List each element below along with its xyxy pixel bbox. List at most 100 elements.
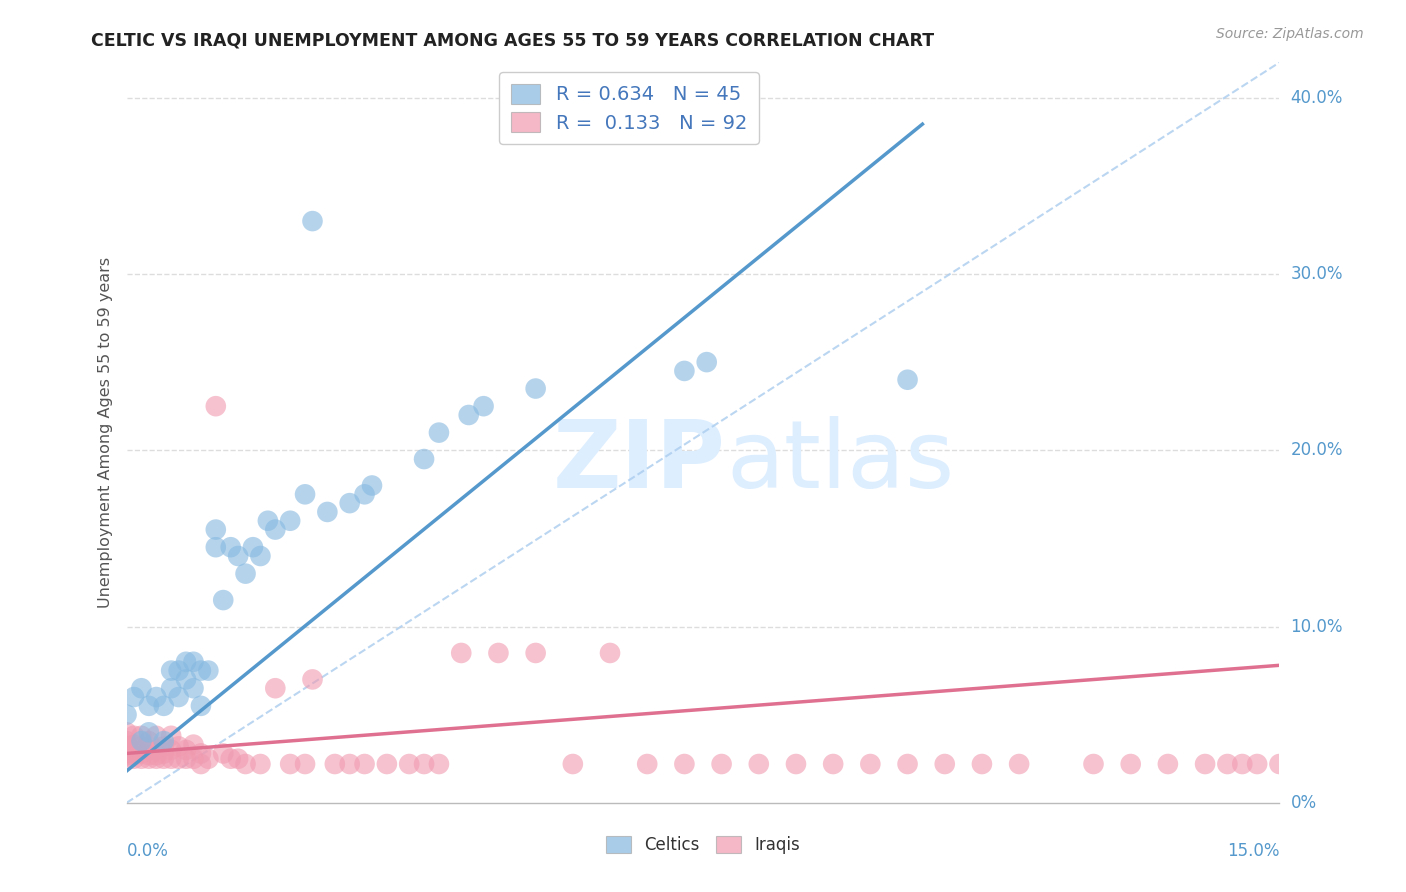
Point xyxy=(122,743,145,757)
Point xyxy=(152,752,174,766)
Point xyxy=(115,752,138,766)
Point xyxy=(174,673,197,687)
Point xyxy=(339,496,361,510)
Point xyxy=(167,664,190,678)
Point xyxy=(152,698,174,713)
Legend: Celtics, Iraqis: Celtics, Iraqis xyxy=(599,830,807,861)
Point xyxy=(204,523,226,537)
Text: 0%: 0% xyxy=(1291,794,1316,812)
Text: 15.0%: 15.0% xyxy=(1227,842,1279,860)
Point xyxy=(115,739,138,754)
Point xyxy=(122,738,145,752)
Point xyxy=(1305,757,1327,772)
Point xyxy=(524,382,547,396)
Point xyxy=(413,757,436,772)
Point xyxy=(427,757,450,772)
Point xyxy=(167,690,190,704)
Point xyxy=(1157,757,1180,772)
Point xyxy=(115,748,138,763)
Point xyxy=(190,698,212,713)
Point xyxy=(212,747,235,761)
Point xyxy=(138,748,160,763)
Point xyxy=(1246,757,1268,772)
Point xyxy=(160,681,183,696)
Point xyxy=(1083,757,1105,772)
Text: ZIP: ZIP xyxy=(553,417,725,508)
Point xyxy=(673,757,696,772)
Text: Source: ZipAtlas.com: Source: ZipAtlas.com xyxy=(1216,27,1364,41)
Point xyxy=(160,743,183,757)
Point xyxy=(896,373,918,387)
Point xyxy=(160,664,183,678)
Point xyxy=(264,523,287,537)
Point xyxy=(235,757,257,772)
Point xyxy=(1379,707,1402,722)
Point xyxy=(361,478,384,492)
Point xyxy=(375,757,398,772)
Point xyxy=(235,566,257,581)
Point xyxy=(264,681,287,696)
Text: CELTIC VS IRAQI UNEMPLOYMENT AMONG AGES 55 TO 59 YEARS CORRELATION CHART: CELTIC VS IRAQI UNEMPLOYMENT AMONG AGES … xyxy=(91,31,935,49)
Point xyxy=(183,738,205,752)
Point xyxy=(145,729,167,743)
Point xyxy=(1194,757,1216,772)
Point xyxy=(316,505,339,519)
Point xyxy=(242,540,264,554)
Point xyxy=(301,214,323,228)
Point xyxy=(183,655,205,669)
Point xyxy=(896,757,918,772)
Point xyxy=(167,752,190,766)
Point xyxy=(353,487,375,501)
Point xyxy=(197,752,219,766)
Point xyxy=(226,752,249,766)
Point xyxy=(226,549,249,563)
Text: 40.0%: 40.0% xyxy=(1291,88,1343,107)
Point xyxy=(1232,757,1254,772)
Point xyxy=(131,729,153,743)
Point xyxy=(934,757,956,772)
Point xyxy=(167,739,190,754)
Point xyxy=(673,364,696,378)
Point xyxy=(323,757,346,772)
Point xyxy=(204,399,226,413)
Point xyxy=(122,748,145,763)
Point xyxy=(131,747,153,761)
Point xyxy=(160,729,183,743)
Point xyxy=(115,743,138,757)
Point xyxy=(138,752,160,766)
Point xyxy=(636,757,658,772)
Point xyxy=(183,752,205,766)
Point xyxy=(212,593,235,607)
Point xyxy=(249,549,271,563)
Text: 30.0%: 30.0% xyxy=(1291,265,1343,283)
Point xyxy=(823,757,845,772)
Point xyxy=(138,698,160,713)
Point xyxy=(278,757,301,772)
Y-axis label: Unemployment Among Ages 55 to 59 years: Unemployment Among Ages 55 to 59 years xyxy=(97,257,112,608)
Point xyxy=(138,725,160,739)
Text: 10.0%: 10.0% xyxy=(1291,617,1343,635)
Point xyxy=(710,757,733,772)
Point xyxy=(190,757,212,772)
Point xyxy=(488,646,510,660)
Point xyxy=(190,747,212,761)
Point xyxy=(160,752,183,766)
Point xyxy=(115,747,138,761)
Point xyxy=(174,752,197,766)
Point xyxy=(145,690,167,704)
Point xyxy=(748,757,770,772)
Point xyxy=(278,514,301,528)
Point xyxy=(427,425,450,440)
Text: 0.0%: 0.0% xyxy=(127,842,169,860)
Point xyxy=(174,655,197,669)
Point xyxy=(301,673,323,687)
Point xyxy=(152,734,174,748)
Point xyxy=(145,752,167,766)
Point xyxy=(219,752,242,766)
Point xyxy=(115,738,138,752)
Point xyxy=(115,725,138,739)
Point xyxy=(413,452,436,467)
Point xyxy=(152,739,174,754)
Point xyxy=(696,355,718,369)
Point xyxy=(472,399,495,413)
